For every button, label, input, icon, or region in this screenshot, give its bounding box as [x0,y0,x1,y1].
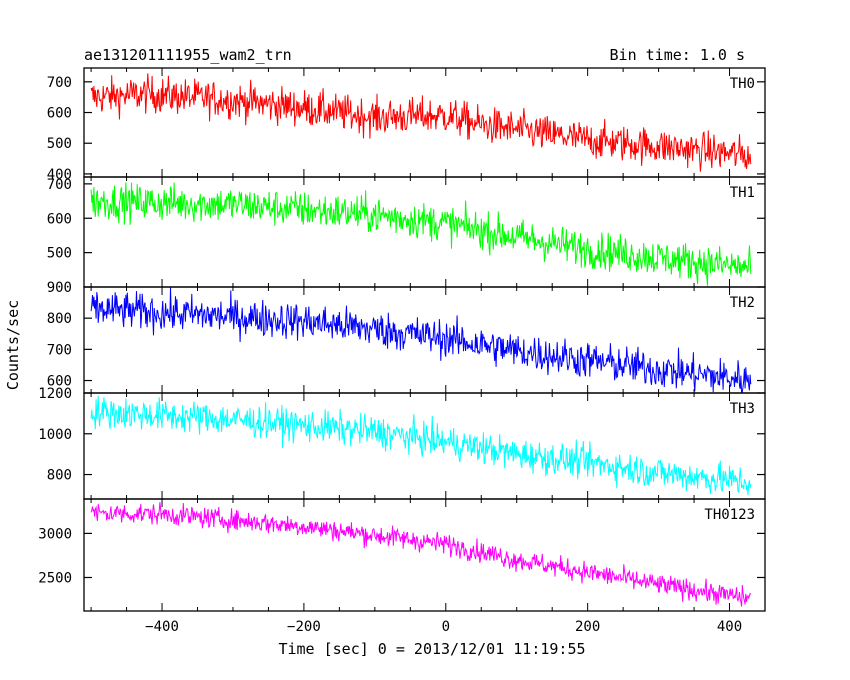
y-tick-label: 700 [47,342,72,358]
panel-th0123: 2500 3000 TH0123 [38,498,766,612]
y-tick-label: 2500 [38,570,72,586]
y-tick-label: 500 [47,246,72,262]
x-tick-label: −400 [145,619,179,635]
x-tick-label: 200 [575,619,600,635]
plot-title: ae131201111955_wam2_trn [84,46,292,64]
series-line-th0 [90,73,752,172]
x-tick-label: 400 [717,619,742,635]
y-tick-label: 800 [47,468,72,484]
panel-th0: 400 500 600 700 TH0 [47,67,766,183]
y-tick-label: 600 [47,106,72,122]
y-tick-label: 600 [47,374,72,390]
y-axis-title: Counts/sec [4,300,22,390]
y-tick-label: 800 [47,311,72,327]
panel-frame [83,176,766,288]
series-line-th1 [90,182,752,286]
panel-th2: 600 700 800 900 TH2 [47,280,766,394]
y-tick-label: 900 [47,280,72,296]
panel-label: TH0 [730,76,755,92]
y-tick-label: 700 [47,177,72,193]
panel-th3: 800 1000 1200 TH3 [38,386,766,500]
y-tick-label: 3000 [38,526,72,542]
x-axis: −400 −200 0 200 400 [145,619,742,635]
panel-label: TH3 [730,401,755,417]
y-tick-label: 1000 [38,427,72,443]
y-tick-label: 500 [47,136,72,152]
series-line-th0123 [90,502,752,607]
panels: 400 500 600 700 TH0 500 600 700 TH1 600 700 800 900 T… [38,67,766,612]
y-tick-label: 700 [47,75,72,91]
y-tick-label: 1200 [38,386,72,402]
y-tick-label: 600 [47,211,72,227]
panel-frame [83,498,766,612]
x-tick-label: 0 [442,619,450,635]
bin-time-label: Bin time: 1.0 s [610,46,745,64]
panel-label: TH2 [730,295,755,311]
y-tick-label: 400 [47,167,72,183]
series-line-th3 [90,395,752,496]
panel-label: TH0123 [704,507,755,523]
x-axis-title: Time [sec] 0 = 2013/12/01 11:19:55 [278,640,585,658]
panel-label: TH1 [730,185,755,201]
x-tick-label: −200 [287,619,321,635]
series-line-th2 [90,287,752,393]
panel-th1: 500 600 700 TH1 [47,176,766,288]
